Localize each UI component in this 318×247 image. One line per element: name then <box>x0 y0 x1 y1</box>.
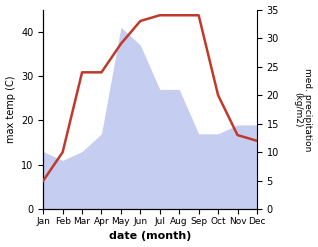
Y-axis label: max temp (C): max temp (C) <box>5 76 16 143</box>
X-axis label: date (month): date (month) <box>109 231 191 242</box>
Y-axis label: med. precipitation
(kg/m2): med. precipitation (kg/m2) <box>293 68 313 151</box>
